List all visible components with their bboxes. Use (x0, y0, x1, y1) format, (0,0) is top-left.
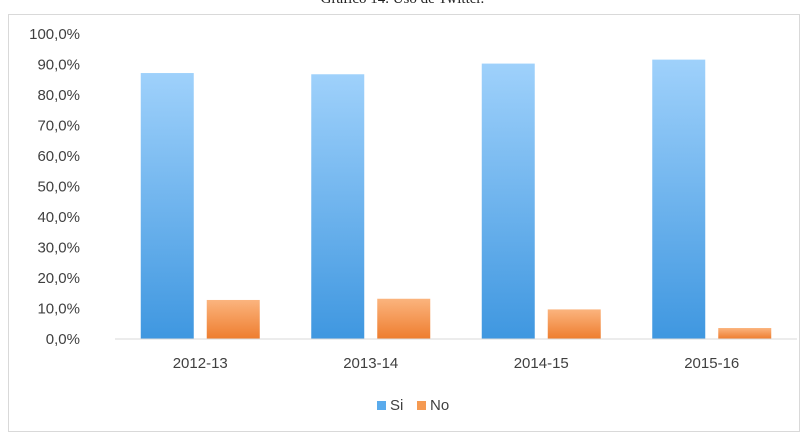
legend-label-no: No (430, 397, 449, 414)
y-tick-label: 10,0% (37, 301, 80, 318)
legend: Si No (377, 397, 449, 414)
legend-swatch-si (377, 401, 386, 410)
plot-area (140, 59, 772, 340)
bar-si-2015-16 (652, 59, 706, 340)
bar-no-2013-14 (377, 298, 431, 339)
legend-label-si: Si (390, 397, 403, 414)
y-tick-label: 20,0% (37, 270, 80, 287)
legend-swatch-no (417, 401, 426, 410)
bar-si-2012-13 (140, 73, 194, 339)
y-tick-label: 100,0% (29, 26, 80, 43)
y-tick-label: 90,0% (37, 57, 80, 74)
y-axis: 0,0% 10,0% 20,0% 30,0% 40,0% 50,0% 60,0% 70,0% 8… (29, 26, 80, 348)
bar-si-2014-15 (481, 63, 535, 340)
y-tick-label: 80,0% (37, 87, 80, 104)
x-tick-label: 2015-16 (684, 355, 739, 372)
y-tick-label: 30,0% (37, 240, 80, 257)
x-tick-label: 2012-13 (173, 355, 228, 372)
x-tick-label: 2013-14 (343, 355, 398, 372)
bar-si-2013-14 (311, 74, 365, 339)
x-axis: 2012-13 2013-14 2014-15 2015-16 (115, 338, 797, 372)
bar-no-2015-16 (718, 328, 772, 339)
bar-no-2014-15 (547, 309, 601, 339)
bar-no-2012-13 (206, 299, 260, 339)
y-tick-label: 0,0% (46, 331, 80, 348)
x-tick-label: 2014-15 (514, 355, 569, 372)
y-tick-label: 60,0% (37, 148, 80, 165)
chart-title: Gráfico 14. Uso de Twitter. (0, 0, 805, 8)
y-tick-label: 70,0% (37, 118, 80, 135)
y-tick-label: 50,0% (37, 179, 80, 196)
y-tick-label: 40,0% (37, 209, 80, 226)
